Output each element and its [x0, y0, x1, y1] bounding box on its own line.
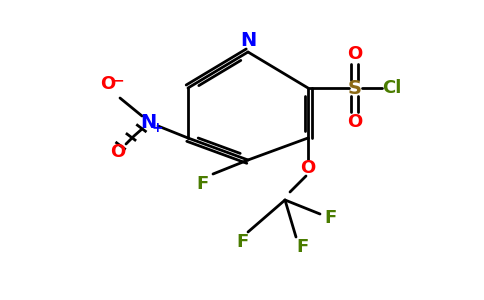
Text: O: O: [110, 143, 126, 161]
Text: F: F: [296, 238, 308, 256]
Text: O: O: [100, 75, 116, 93]
Text: N: N: [140, 112, 156, 131]
Text: +: +: [151, 121, 163, 135]
Text: O: O: [348, 113, 363, 131]
Text: N: N: [240, 31, 256, 50]
Text: F: F: [237, 233, 249, 251]
Text: Cl: Cl: [382, 79, 402, 97]
Text: O: O: [301, 159, 316, 177]
Text: F: F: [324, 209, 336, 227]
Text: S: S: [348, 79, 362, 98]
Text: −: −: [112, 73, 124, 87]
Text: O: O: [348, 45, 363, 63]
Text: F: F: [197, 175, 209, 193]
